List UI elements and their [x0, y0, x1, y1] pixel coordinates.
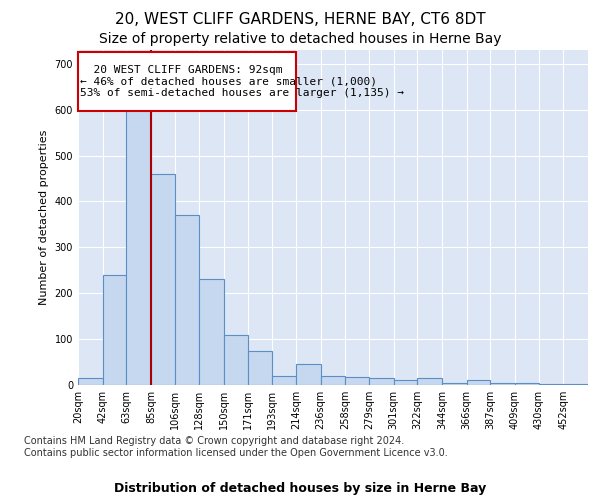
Text: Size of property relative to detached houses in Herne Bay: Size of property relative to detached ho… [99, 32, 501, 46]
Bar [199, 280, 224, 385]
Y-axis label: Number of detached properties: Number of detached properties [39, 130, 49, 305]
Bar [539, 384, 563, 385]
Text: Distribution of detached houses by size in Herne Bay: Distribution of detached houses by size … [114, 482, 486, 495]
Bar [78, 378, 103, 385]
Bar [248, 350, 272, 385]
Bar [490, 382, 515, 385]
Bar [467, 380, 490, 385]
Text: 20, WEST CLIFF GARDENS, HERNE BAY, CT6 8DT: 20, WEST CLIFF GARDENS, HERNE BAY, CT6 8… [115, 12, 485, 28]
Text: Contains HM Land Registry data © Crown copyright and database right 2024.
Contai: Contains HM Land Registry data © Crown c… [24, 436, 448, 458]
Bar [127, 82, 151, 385]
FancyBboxPatch shape [78, 52, 296, 110]
Text: 20 WEST CLIFF GARDENS: 92sqm
← 46% of detached houses are smaller (1,000)
53% of: 20 WEST CLIFF GARDENS: 92sqm ← 46% of de… [80, 64, 404, 98]
Bar [515, 382, 539, 385]
Bar [394, 380, 417, 385]
Bar [175, 215, 199, 385]
Bar [442, 382, 467, 385]
Bar [224, 334, 248, 385]
Bar [563, 384, 588, 385]
Bar [296, 364, 320, 385]
Bar [346, 376, 369, 385]
Bar [103, 275, 127, 385]
Bar [151, 174, 175, 385]
Bar [369, 378, 394, 385]
Bar [320, 376, 346, 385]
Bar [272, 376, 296, 385]
Bar [417, 378, 442, 385]
